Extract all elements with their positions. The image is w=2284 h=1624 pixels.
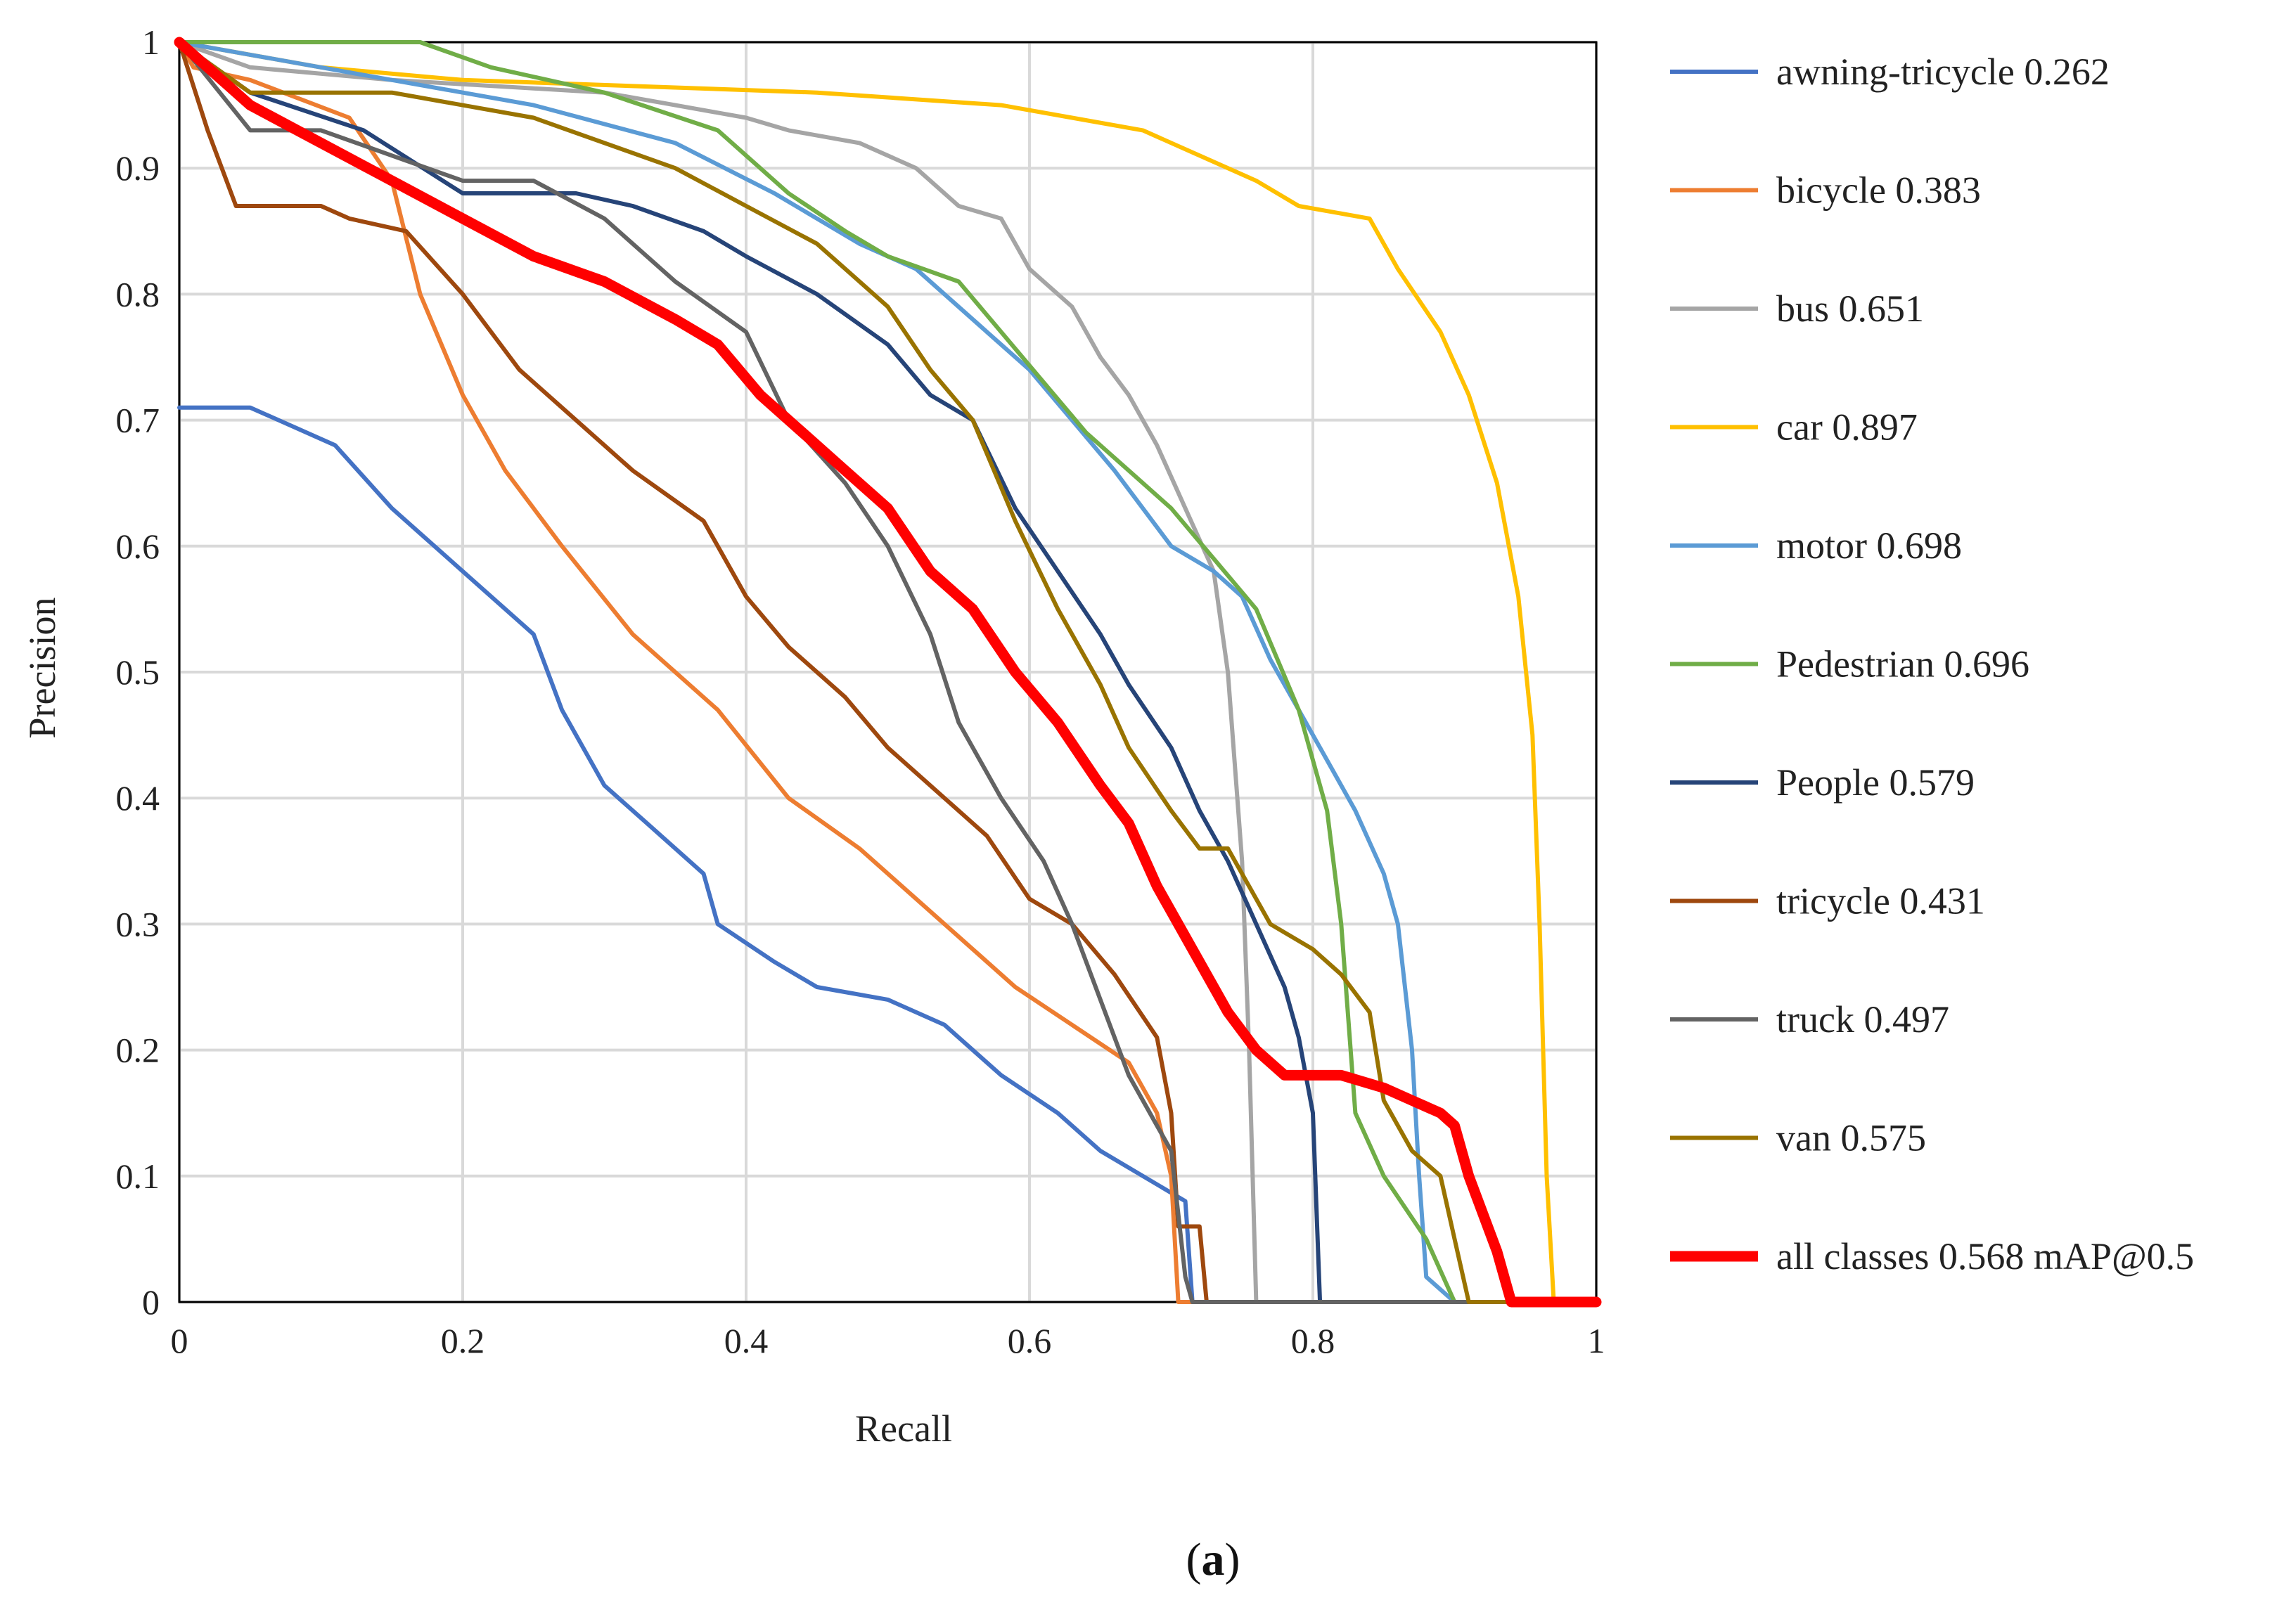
y-tick-label: 0.1 [116,1156,160,1196]
y-tick-label: 1 [142,22,160,62]
caption-letter: a [1202,1534,1225,1585]
legend-label: awning-tricycle 0.262 [1776,51,2110,93]
legend-label: car 0.897 [1776,406,1918,449]
legend-label: People 0.579 [1776,761,1975,804]
y-tick-label: 0.9 [116,148,160,188]
legend-label: all classes 0.568 mAP@0.5 [1776,1235,2194,1277]
series-line-7 [177,40,1598,1304]
y-axis-title: Precision [21,598,63,739]
plot-border [178,41,1598,1303]
y-tick-label: 0 [142,1282,160,1322]
series-line-3 [177,40,1598,1304]
legend: awning-tricycle 0.262 bicycle 0.383 bus 0.… [1670,51,2194,1277]
series-line-2 [177,40,1598,1304]
y-tick-label: 0.4 [116,778,160,818]
x-tick-label: 0.8 [1291,1321,1335,1360]
series-line-5 [177,40,1598,1304]
y-tick-label: 0.3 [116,904,160,943]
caption-open-paren: ( [1186,1534,1202,1585]
y-axis-ticks: 0 0.1 0.2 0.3 0.4 0.5 0.6 0.7 0.8 0.9 1 [116,22,160,1322]
x-tick-label: 0 [171,1321,188,1360]
legend-label: motor 0.698 [1776,524,1962,567]
legend-label: Pedestrian 0.696 [1776,643,2029,685]
caption-close-paren: ) [1225,1534,1240,1585]
legend-label: van 0.575 [1776,1117,1926,1159]
x-tick-label: 1 [1588,1321,1605,1360]
legend-label: truck 0.497 [1776,998,1949,1040]
series-line-8 [177,40,1598,1304]
y-tick-label: 0.7 [116,401,160,440]
plot-area [178,41,1598,1303]
series-line-10 [174,37,1602,1308]
series-line-4 [177,40,1598,1304]
figure-caption: (a) [1186,1534,1240,1585]
series-line-6 [177,40,1598,1304]
legend-label: bus 0.651 [1776,288,1924,330]
series-line-9 [177,40,1598,1304]
legend-label: tricycle 0.431 [1776,880,1985,922]
series-lines [174,37,1602,1308]
legend-label: bicycle 0.383 [1776,169,1981,212]
y-tick-label: 0.2 [116,1031,160,1070]
x-tick-label: 0.6 [1008,1321,1052,1360]
x-axis-title: Recall [855,1407,952,1450]
y-tick-label: 0.5 [116,652,160,692]
x-axis-ticks: 0 0.2 0.4 0.6 0.8 1 [171,1321,1605,1360]
y-tick-label: 0.8 [116,274,160,314]
x-tick-label: 0.2 [441,1321,485,1360]
series-line-0 [177,405,1598,1304]
y-tick-label: 0.6 [116,527,160,566]
x-tick-label: 0.4 [724,1321,769,1360]
